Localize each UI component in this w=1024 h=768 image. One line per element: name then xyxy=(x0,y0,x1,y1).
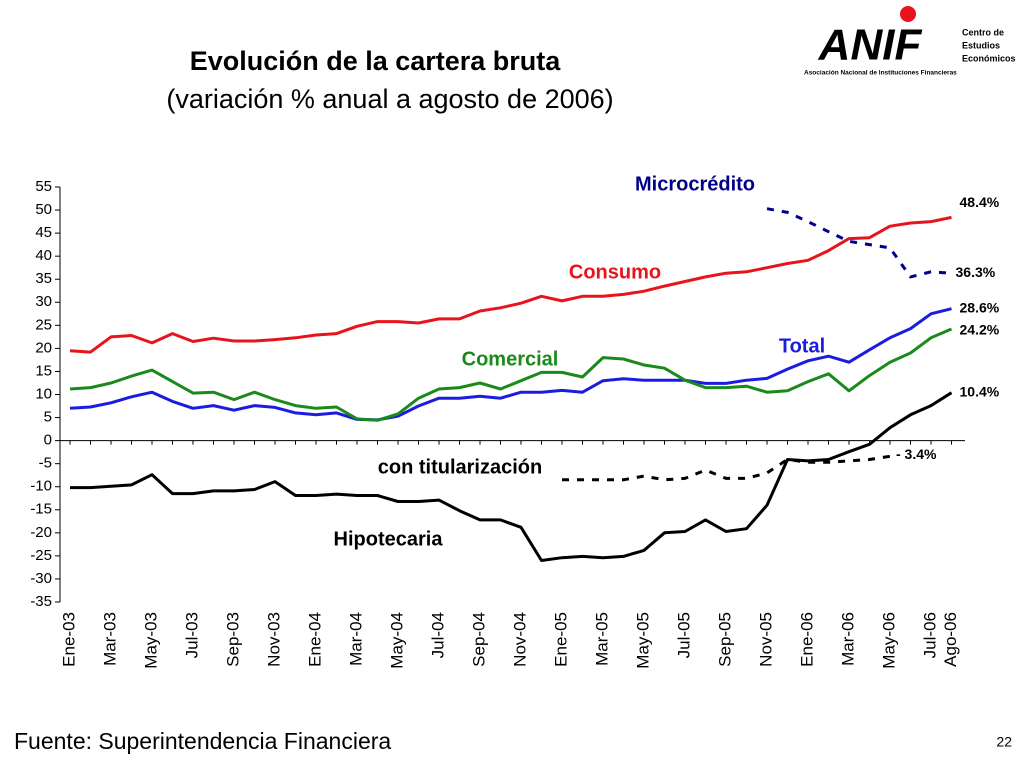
series-line xyxy=(69,327,953,422)
y-tick-label: -15 xyxy=(30,501,52,518)
x-tick-label: Mar-05 xyxy=(592,612,611,666)
series-label: Microcrédito xyxy=(635,173,755,195)
series-label: con titularización xyxy=(378,456,542,478)
chart-subtitle: (variación % anual a agosto de 2006) xyxy=(166,84,613,114)
y-tick-label: 25 xyxy=(35,316,52,333)
x-tick-label: May-05 xyxy=(633,612,652,669)
x-tick-label: Ene-04 xyxy=(305,612,324,667)
x-tick-label: Ene-06 xyxy=(797,612,816,667)
x-tick-label: Ene-05 xyxy=(551,612,570,667)
series-line xyxy=(70,391,953,562)
y-tick-label: 50 xyxy=(35,201,52,218)
series-line xyxy=(766,207,952,279)
series-label: Consumo xyxy=(569,261,661,283)
y-tick-label: 55 xyxy=(35,178,52,195)
x-tick-label: Ago-06 xyxy=(941,612,960,667)
y-tick-label: 15 xyxy=(35,362,52,379)
series-label: Hipotecaria xyxy=(334,528,444,550)
y-tick-label: 0 xyxy=(44,432,52,449)
y-tick-label: -35 xyxy=(30,593,52,610)
y-tick-label: -20 xyxy=(30,524,52,541)
series-label: Total xyxy=(779,335,825,357)
series-line xyxy=(69,307,952,422)
value-label: 28.6% xyxy=(960,299,1000,315)
x-tick-label: Nov-04 xyxy=(510,612,529,667)
x-tick-label: May-06 xyxy=(879,612,898,669)
y-tick-label: 40 xyxy=(35,247,52,264)
x-tick-label: Jul-04 xyxy=(428,612,447,658)
y-tick-label: -25 xyxy=(30,547,52,564)
x-tick-label: Nov-03 xyxy=(264,612,283,667)
x-tick-label: May-03 xyxy=(141,612,160,669)
y-tick-label: 5 xyxy=(44,409,52,426)
x-tick-label: Sep-03 xyxy=(223,612,242,667)
y-tick-label: 35 xyxy=(35,270,52,287)
logo-center: Estudios xyxy=(962,40,1000,50)
series-line xyxy=(69,215,952,354)
value-label: 48.4% xyxy=(960,194,1000,210)
value-label: - 3.4% xyxy=(896,446,937,462)
y-tick-label: -30 xyxy=(30,570,52,587)
logo: ANIF Centro de Estudios Económicos Asoci… xyxy=(804,6,1016,77)
value-label: 24.2% xyxy=(960,322,1000,338)
x-tick-label: Sep-05 xyxy=(715,612,734,667)
logo-center: Centro de xyxy=(962,27,1004,37)
y-tick-label: 10 xyxy=(35,385,52,402)
page-number: 22 xyxy=(996,734,1012,750)
logo-name: ANIF xyxy=(818,21,923,70)
x-tick-label: Jul-05 xyxy=(674,612,693,658)
source: Fuente: Superintendencia Financiera xyxy=(14,728,391,754)
y-tick-label: -5 xyxy=(39,455,52,472)
chart-title: Evolución de la cartera bruta xyxy=(190,46,562,76)
x-tick-label: Sep-04 xyxy=(469,612,488,667)
logo-dot xyxy=(900,6,916,22)
x-tick-label: Ene-03 xyxy=(59,612,78,667)
x-tick-label: Mar-03 xyxy=(100,612,119,666)
x-tick-label: Jul-03 xyxy=(182,612,201,658)
x-tick-label: Mar-04 xyxy=(346,612,365,666)
x-tick-label: May-04 xyxy=(387,612,406,669)
y-tick-label: 20 xyxy=(35,339,52,356)
y-tick-label: -10 xyxy=(30,478,52,495)
value-label: 36.3% xyxy=(956,264,996,280)
logo-center: Económicos xyxy=(962,53,1016,63)
x-tick-label: Jul-06 xyxy=(920,612,939,658)
series-line xyxy=(562,454,891,482)
x-tick-label: Mar-06 xyxy=(838,612,857,666)
y-tick-label: 30 xyxy=(35,293,52,310)
y-tick-label: 45 xyxy=(35,224,52,241)
series-label: Comercial xyxy=(462,348,559,370)
x-tick-label: Nov-05 xyxy=(756,612,775,667)
logo-association: Asociación Nacional de Instituciones Fin… xyxy=(804,70,957,77)
value-label: 10.4% xyxy=(960,383,1000,399)
